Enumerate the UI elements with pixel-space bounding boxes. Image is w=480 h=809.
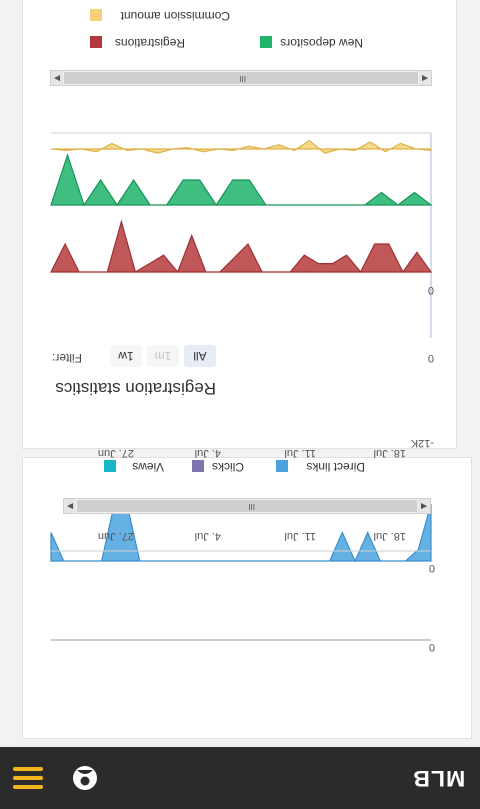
legend-swatch-commission-amount — [90, 9, 102, 21]
user-icon[interactable] — [72, 765, 98, 791]
legend-item-commission-amount[interactable]: Commission amount — [120, 9, 230, 23]
scrollbar-grip: III — [248, 502, 255, 511]
scroll-right-arrow[interactable]: ▶ — [64, 499, 76, 513]
range-button-1w[interactable]: 1w — [110, 345, 142, 367]
x-tick-label: 4. Jul — [194, 447, 221, 459]
brand-logo-text: MLB — [412, 766, 466, 791]
scrollbar-thumb[interactable] — [77, 500, 417, 512]
x-tick-label: 18. Jul — [373, 447, 406, 459]
range-button-all[interactable]: All — [184, 345, 216, 367]
legend-swatch-views — [104, 460, 116, 472]
y-axis-label: 0 — [427, 284, 434, 296]
legend-item-clicks[interactable]: Clicks — [212, 460, 244, 474]
scroll-left-arrow[interactable]: ◀ — [419, 71, 431, 85]
x-tick-label: 27. Jun — [97, 447, 134, 459]
legend-item-direct-links[interactable]: Direct links — [306, 460, 365, 474]
card-title: Registration statistics — [55, 379, 216, 398]
hamburger-menu-icon[interactable] — [13, 767, 43, 789]
top-navigation-bar: MLB — [0, 747, 480, 809]
legend-swatch-clicks — [192, 460, 204, 472]
scrollbar-grip: III — [239, 74, 246, 83]
brand-logo[interactable]: MLB — [412, 765, 465, 791]
chart-scrollbar[interactable]: ◀ III ▶ — [63, 498, 431, 514]
x-tick-label: 27. Jun — [97, 530, 134, 542]
area-series-registrations — [50, 219, 433, 274]
legend-swatch-new-depositors — [260, 36, 272, 48]
y-axis-label: 0 — [428, 641, 435, 653]
scroll-left-arrow[interactable]: ◀ — [418, 499, 430, 513]
legend-item-registrations[interactable]: Registrations — [114, 36, 185, 50]
legend-item-new-depositors[interactable]: New depositors — [280, 36, 363, 50]
legend-swatch-direct-links — [276, 460, 288, 472]
scroll-right-arrow[interactable]: ▶ — [51, 71, 63, 85]
y-axis-label: 0 — [427, 352, 434, 364]
legend-swatch-registrations — [90, 36, 102, 48]
y-axis-label: -12K — [410, 437, 434, 449]
x-tick-label: 4. Jul — [194, 530, 221, 542]
traffic-area-chart — [50, 503, 432, 641]
traffic-statistics-card: 27. Jun 4. Jul 11. Jul 18. Jul 0 0 ◀ III… — [22, 457, 472, 739]
x-tick-label: 18. Jul — [373, 530, 406, 542]
x-tick-label: 11. Jul — [284, 447, 316, 459]
y-axis-label: 0 — [428, 562, 435, 574]
area-series-direct-links — [50, 503, 432, 563]
range-filter-label: Filter: — [52, 351, 82, 365]
area-series-commission-amount — [50, 139, 432, 154]
legend-item-views[interactable]: Views — [132, 460, 164, 474]
registration-area-chart — [50, 132, 433, 338]
x-tick-label: 11. Jul — [284, 530, 316, 542]
registration-statistics-card: Registration statistics Filter: All 1m 1… — [22, 0, 457, 459]
range-button-1m[interactable]: 1m — [147, 345, 179, 367]
area-series-new-depositors — [50, 153, 433, 207]
chart-scrollbar[interactable]: ◀ III ▶ — [50, 70, 432, 86]
